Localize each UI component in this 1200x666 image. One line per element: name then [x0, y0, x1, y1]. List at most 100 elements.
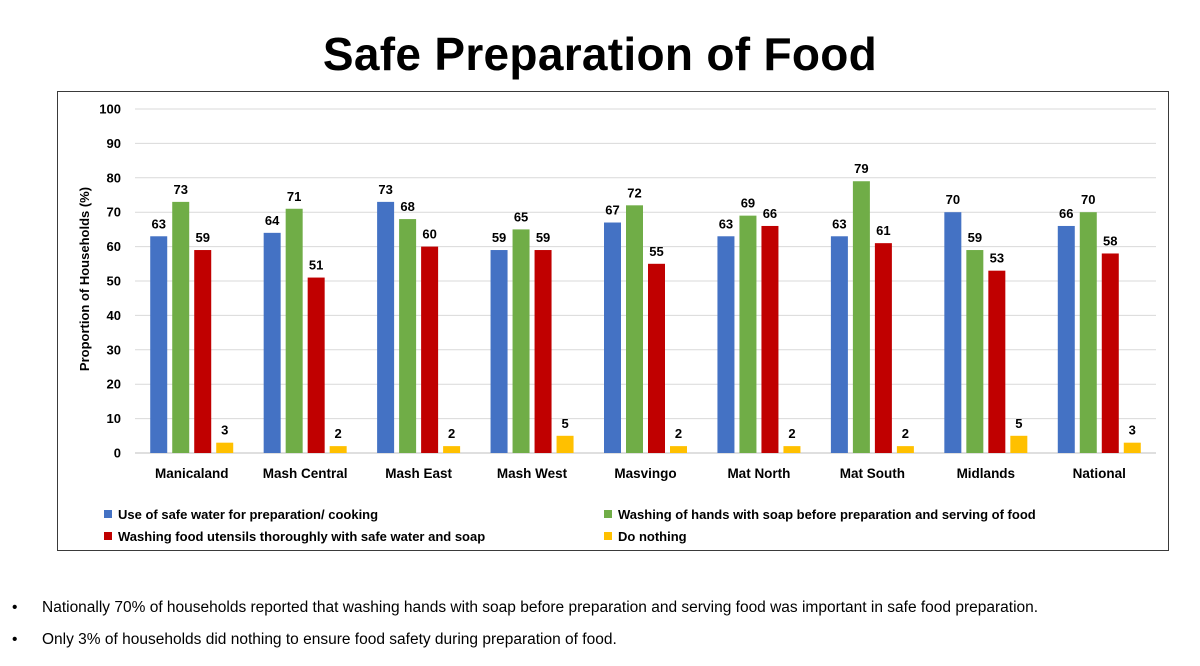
- bar: [556, 435, 574, 453]
- data-label: 51: [309, 258, 323, 273]
- x-tick-label: Mash East: [385, 466, 452, 481]
- bar: [604, 222, 621, 453]
- y-tick-label: 20: [107, 377, 121, 392]
- data-label: 61: [876, 223, 890, 238]
- bar: [783, 446, 801, 453]
- data-label: 69: [741, 196, 755, 211]
- data-label: 58: [1103, 233, 1117, 248]
- data-label: 66: [1059, 206, 1073, 221]
- slide-title: Safe Preparation of Food: [322, 28, 878, 80]
- x-tick-label: National: [1073, 466, 1126, 481]
- data-label: 53: [990, 251, 1004, 266]
- legend-label: Do nothing: [618, 529, 687, 544]
- bar: [377, 201, 395, 453]
- data-label: 2: [788, 426, 795, 441]
- data-label: 79: [854, 161, 868, 176]
- data-label: 5: [1015, 416, 1022, 431]
- bar: [512, 229, 530, 453]
- data-label: 67: [605, 203, 619, 218]
- data-label: 59: [968, 230, 982, 245]
- data-label: 60: [422, 227, 436, 242]
- x-tick-label: Mat North: [727, 466, 790, 481]
- bar: [263, 232, 281, 453]
- bar: [830, 236, 848, 453]
- data-label: 55: [649, 244, 663, 259]
- y-tick-label: 50: [107, 274, 121, 289]
- data-label: 73: [378, 182, 392, 197]
- data-label: 64: [265, 213, 280, 228]
- x-tick-label: Manicaland: [155, 466, 229, 481]
- y-tick-label: 30: [107, 342, 121, 357]
- data-label: 2: [902, 426, 909, 441]
- bar: [534, 250, 552, 453]
- data-label: 5: [561, 416, 568, 431]
- bar: [194, 250, 212, 453]
- bar: [670, 446, 687, 453]
- data-label: 59: [492, 230, 506, 245]
- legend-swatch: [604, 532, 612, 540]
- y-tick-label: 0: [114, 446, 121, 461]
- data-label: 63: [832, 216, 846, 231]
- legend-label: Washing of hands with soap before prepar…: [618, 507, 1036, 522]
- bullet-dot-icon: •: [12, 599, 18, 616]
- chart-container: 0 10 20 30 40 50 60 70 80 90 100 Proportion of Hou…: [57, 91, 1169, 551]
- bar: [626, 205, 643, 453]
- data-label: 68: [400, 199, 414, 214]
- legend: Use of safe water for preparation/ cooki…: [104, 507, 1036, 544]
- bar: [988, 270, 1006, 453]
- data-label: 73: [173, 182, 187, 197]
- y-tick-label: 10: [107, 411, 121, 426]
- bar: [285, 208, 303, 453]
- bar: [648, 263, 665, 453]
- bar: [717, 236, 735, 453]
- data-label: 2: [675, 426, 682, 441]
- x-tick-label: Midlands: [957, 466, 1016, 481]
- legend-label: Use of safe water for preparation/ cooki…: [118, 507, 378, 522]
- data-label: 59: [195, 230, 209, 245]
- y-tick-label: 100: [99, 102, 121, 117]
- bar: [399, 219, 417, 453]
- y-axis-ticks: 0 10 20 30 40 50 60 70 80 90 100: [99, 102, 121, 461]
- bars: [150, 181, 1141, 453]
- y-tick-label: 90: [107, 136, 121, 151]
- bullet-text: Only 3% of households did nothing to ens…: [42, 631, 617, 648]
- y-tick-label: 40: [107, 308, 121, 323]
- data-label: 72: [627, 185, 641, 200]
- gridlines: [135, 108, 1156, 454]
- bar: [874, 243, 892, 453]
- legend-swatch: [604, 510, 612, 518]
- data-label: 70: [946, 192, 960, 207]
- x-tick-label: Mash West: [497, 466, 568, 481]
- data-label: 70: [1081, 192, 1095, 207]
- bar: [443, 446, 461, 453]
- bar: [421, 246, 439, 453]
- data-label: 63: [719, 216, 733, 231]
- bar: [1123, 442, 1141, 453]
- bar: [944, 212, 962, 453]
- bar: [966, 250, 984, 453]
- bullet-text: Nationally 70% of households reported th…: [42, 599, 1039, 616]
- bar: [1057, 225, 1075, 453]
- bar: [739, 215, 757, 453]
- bar: [761, 225, 779, 453]
- x-tick-label: Masvingo: [614, 466, 676, 481]
- bar-chart: 0 10 20 30 40 50 60 70 80 90 100 Proportion of Hou…: [77, 102, 1156, 544]
- data-label: 2: [335, 426, 342, 441]
- bar: [852, 181, 870, 453]
- data-label: 59: [536, 230, 550, 245]
- legend-label: Washing food utensils thoroughly with sa…: [118, 529, 485, 544]
- data-label: 65: [514, 209, 528, 224]
- bar: [307, 277, 325, 453]
- data-label: 66: [763, 206, 777, 221]
- data-label: 3: [221, 423, 228, 438]
- bar: [1079, 212, 1097, 453]
- legend-swatch: [104, 532, 112, 540]
- bar: [329, 446, 347, 453]
- y-tick-label: 70: [107, 205, 121, 220]
- bar: [490, 250, 508, 453]
- data-label: 63: [151, 216, 165, 231]
- bullet-dot-icon: •: [12, 631, 18, 648]
- y-tick-label: 80: [107, 170, 121, 185]
- x-tick-label: Mash Central: [263, 466, 348, 481]
- y-tick-label: 60: [107, 239, 121, 254]
